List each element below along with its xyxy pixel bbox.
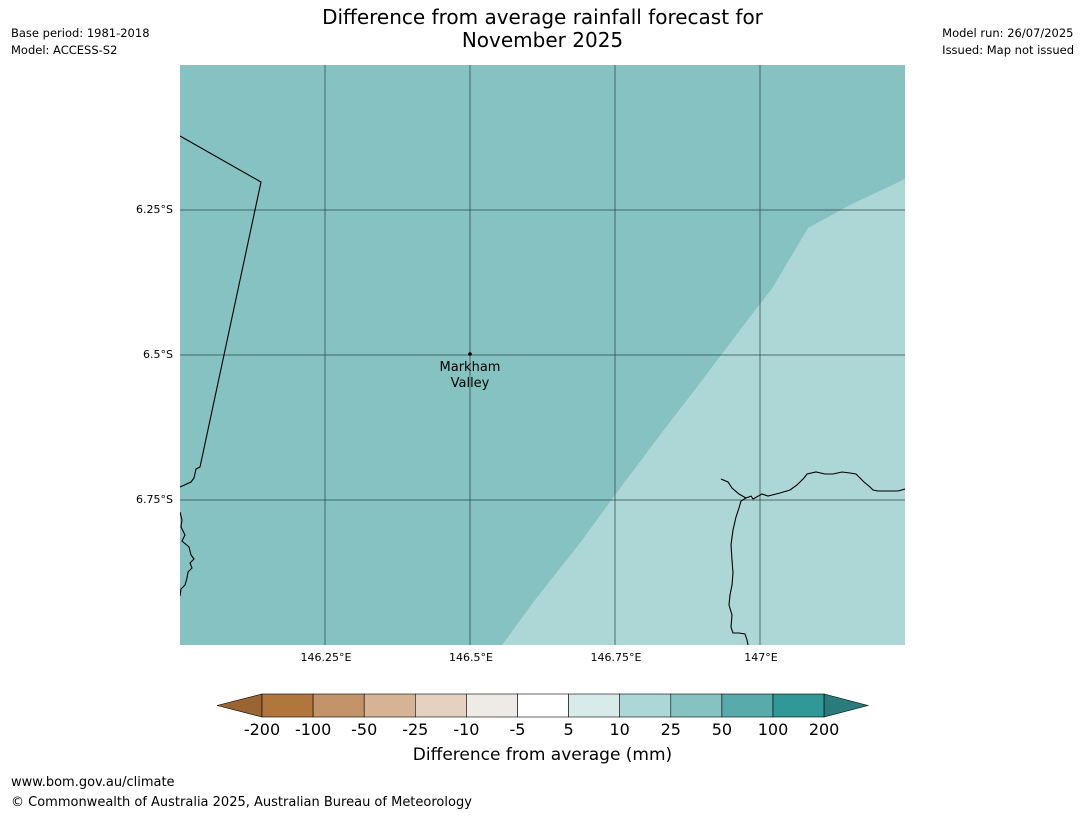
colorbar-tick-label: -100 xyxy=(294,720,332,739)
place-label: Markham Valley xyxy=(420,360,520,392)
lon-label-147: 147°E xyxy=(744,651,778,664)
lon-label-146-75: 146.75°E xyxy=(590,651,642,664)
title-line-2: November 2025 xyxy=(461,28,624,52)
forecast-map xyxy=(180,65,905,645)
colorbar-swatch xyxy=(568,693,620,718)
lon-label-146-5: 146.5°E xyxy=(449,651,493,664)
footer-url: www.bom.gov.au/climate xyxy=(11,775,175,790)
colorbar-swatch xyxy=(312,693,365,718)
colorbar-swatch xyxy=(772,693,825,718)
colorbar-swatch xyxy=(517,693,569,718)
meta-left: Base period: 1981-2018 Model: ACCESS-S2 xyxy=(11,25,150,59)
colorbar-tick-label: -50 xyxy=(351,720,378,739)
colorbar-extend-low xyxy=(216,693,263,718)
issued-status: Issued: Map not issued xyxy=(942,43,1074,57)
river-coastline-east xyxy=(720,471,905,500)
lat-label-6-25: 6.25°S xyxy=(136,203,173,216)
location-marker xyxy=(468,352,472,356)
colorbar-tick-label: 10 xyxy=(609,720,630,739)
title-line-1: Difference from average rainfall forecas… xyxy=(322,5,763,29)
colorbar-swatch xyxy=(619,693,672,718)
lat-label-6-5: 6.5°S xyxy=(143,348,173,361)
colorbar-swatch xyxy=(261,693,314,718)
lon-label-146-25: 146.25°E xyxy=(300,651,352,664)
river-line xyxy=(728,497,749,645)
colorbar-swatch xyxy=(414,693,467,718)
colorbar-tick-label: 100 xyxy=(757,720,789,739)
colorbar-swatch xyxy=(670,693,723,718)
colorbar-swatch xyxy=(466,693,518,718)
model-name: Model: ACCESS-S2 xyxy=(11,43,118,57)
gridlines xyxy=(180,65,905,645)
colorbar-tick-label: -25 xyxy=(402,720,429,739)
colorbar-swatch xyxy=(363,693,416,718)
place-label-line-1: Markham xyxy=(439,360,501,375)
colorbar-tick-label: 25 xyxy=(660,720,681,739)
map-title: Difference from average rainfall forecas… xyxy=(0,6,1085,52)
lat-label-6-75: 6.75°S xyxy=(136,493,173,506)
colorbar-swatch xyxy=(721,693,774,718)
colorbar-tick-label: -5 xyxy=(509,720,526,739)
colorbar xyxy=(216,693,870,718)
coastline-west xyxy=(180,511,195,597)
colorbar-title: Difference from average (mm) xyxy=(412,745,673,765)
model-run: Model run: 26/07/2025 xyxy=(942,26,1074,40)
footer-copyright: © Commonwealth of Australia 2025, Austra… xyxy=(11,795,472,810)
meta-right: Model run: 26/07/2025 Issued: Map not is… xyxy=(942,25,1074,59)
slightly-wet-region xyxy=(502,179,905,645)
colorbar-tick-label: -10 xyxy=(453,720,480,739)
place-label-line-2: Valley xyxy=(450,376,490,391)
colorbar-tick-label: -200 xyxy=(243,720,281,739)
colorbar-tick-label: 5 xyxy=(563,720,574,739)
colorbar-tick-label: 50 xyxy=(711,720,733,739)
base-period: Base period: 1981-2018 xyxy=(11,26,150,40)
colorbar-extend-high xyxy=(823,693,870,718)
border-line xyxy=(180,135,262,488)
colorbar-tick-label: 200 xyxy=(808,720,840,739)
